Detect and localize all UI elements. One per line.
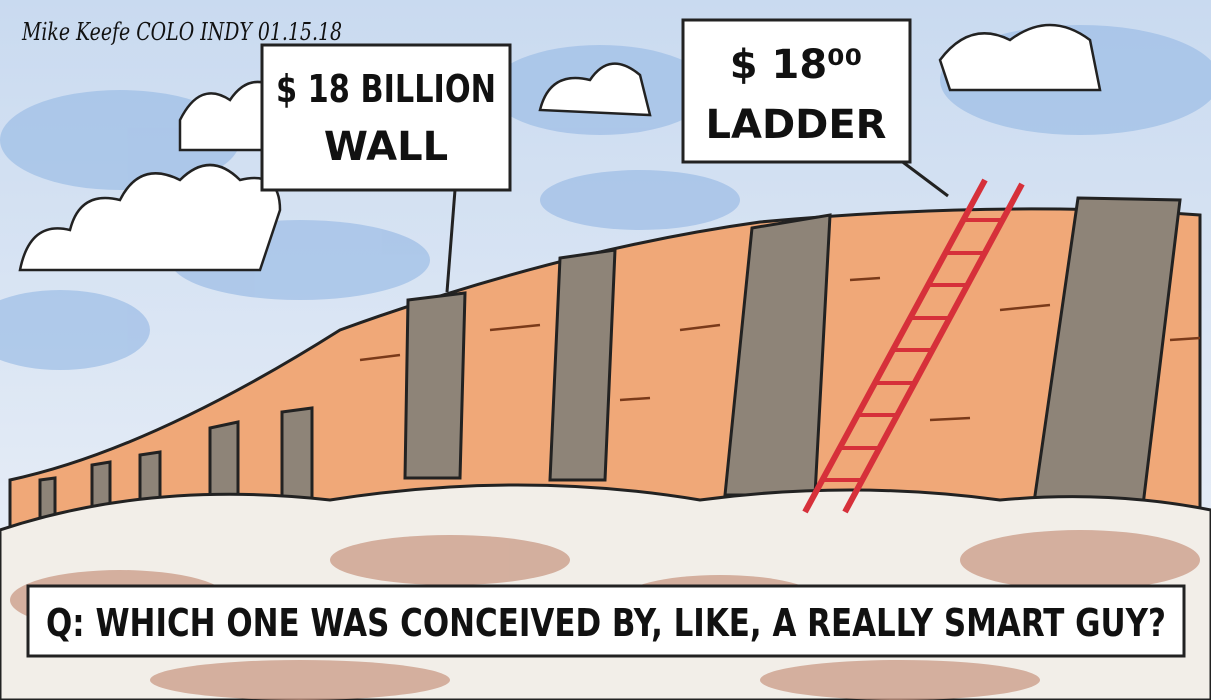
sign-pointer [899,158,949,198]
sign-ladder [681,18,912,164]
signature: Mike Keefe COLO INDY 01.15.18 [21,18,342,46]
caption: Q: WHICH ONE WAS CONCEIVED BY, LIKE, A R… [46,601,1166,645]
sign-wall-line: WALL [324,124,448,170]
sign-ladder-line: LADDER [706,102,887,148]
caption-box [26,584,1186,658]
sign-ladder-line: $ 18⁰⁰ [730,42,862,88]
sign-wall [260,43,512,192]
bricks [359,276,1201,422]
sign-wall-line: $ 18 BILLION [276,67,496,111]
ladder-rungs [823,218,1002,482]
wall-posts [38,196,1182,532]
ladder [802,178,1025,514]
clouds [18,23,1102,272]
sign-stick [445,189,457,293]
